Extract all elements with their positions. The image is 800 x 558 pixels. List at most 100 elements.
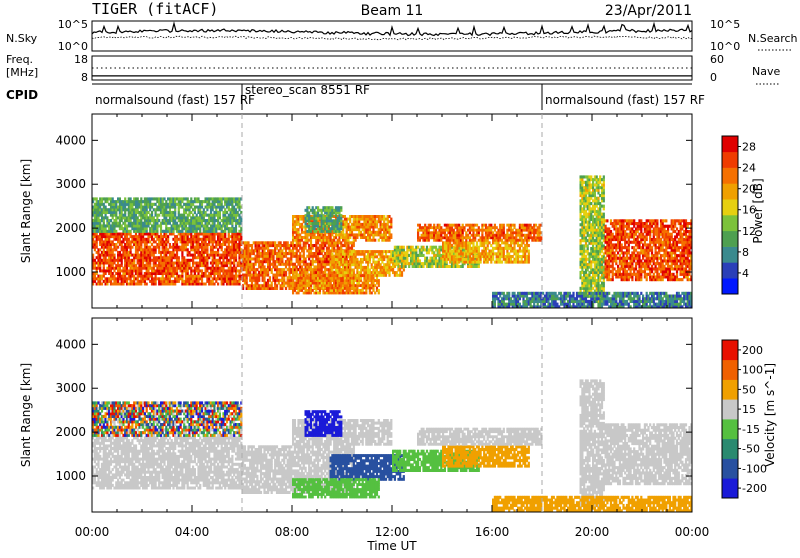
scatter-cell — [221, 200, 223, 203]
scatter-cell — [212, 280, 214, 283]
scatter-cell — [203, 216, 205, 219]
scatter-cell — [221, 248, 223, 251]
scatter-cell — [374, 292, 376, 295]
scatter-cell — [235, 216, 237, 219]
scatter-cell — [153, 238, 155, 241]
scatter-cell — [124, 206, 126, 209]
scatter-cell — [113, 275, 115, 278]
scatter-cell — [346, 253, 348, 256]
scatter-cell — [149, 256, 151, 259]
scatter-cell — [105, 214, 107, 217]
scatter-cell — [378, 279, 380, 282]
cpid-segment-label: normalsound (fast) 157 RF — [545, 93, 705, 107]
scatter-cell — [381, 253, 383, 256]
scatter-cell — [363, 253, 365, 256]
scatter-cell — [121, 262, 123, 265]
scatter-cell — [503, 250, 505, 253]
scatter-cell — [283, 268, 285, 271]
scatter-cell — [130, 277, 132, 280]
scatter-cell — [306, 274, 308, 277]
scatter-cell — [417, 231, 419, 234]
scatter-cell — [376, 255, 378, 258]
scatter-cell — [460, 250, 462, 253]
scatter-cell — [106, 283, 108, 286]
scatter-cell — [188, 262, 190, 265]
scatter-cell — [422, 265, 424, 268]
scatter-cell — [217, 251, 219, 254]
scatter-cell — [340, 241, 342, 244]
scatter-cell — [238, 272, 240, 275]
scatter-cell — [221, 246, 223, 249]
scatter-cell — [251, 282, 253, 285]
scatter-cell — [181, 254, 183, 257]
scatter-cell — [140, 203, 142, 206]
scatter-cell — [121, 211, 123, 214]
scatter-cell — [147, 211, 149, 214]
scatter-cell — [208, 256, 210, 259]
scatter-cell — [176, 272, 178, 275]
scatter-cell — [390, 220, 392, 223]
scatter-cell — [388, 263, 390, 266]
scatter-cell — [310, 249, 312, 252]
scatter-cell — [372, 228, 374, 231]
scatter-cell — [149, 200, 151, 203]
scatter-cell — [174, 219, 176, 222]
scatter-cell — [137, 251, 139, 254]
scatter-cell — [130, 230, 132, 233]
scatter-cell — [217, 219, 219, 222]
scatter-cell — [292, 241, 294, 244]
scatter-cell — [212, 243, 214, 246]
scatter-cell — [369, 228, 371, 231]
scatter-cell — [155, 248, 157, 251]
scatter-cell — [201, 206, 203, 209]
scatter-cell — [219, 214, 221, 217]
scatter-cell — [465, 255, 467, 258]
scatter-cell — [165, 216, 167, 219]
scatter-cell — [274, 241, 276, 244]
scatter-cell — [355, 255, 357, 258]
scatter-cell — [333, 239, 335, 242]
scatter-cell — [465, 258, 467, 261]
scatter-cell — [388, 274, 390, 277]
scatter-cell — [113, 269, 115, 272]
scatter-cell — [526, 241, 528, 244]
scatter-cell — [235, 277, 237, 280]
scatter-cell — [105, 256, 107, 259]
scatter-cell — [456, 247, 458, 250]
scatter-cell — [401, 254, 403, 257]
scatter-cell — [274, 249, 276, 252]
scatter-cell — [165, 200, 167, 203]
scatter-cell — [388, 215, 390, 218]
scatter-cell — [176, 222, 178, 225]
scatter-cell — [301, 223, 303, 226]
freq-right-tick-top: 60 — [710, 53, 724, 66]
scatter-cell — [321, 252, 323, 255]
scatter-cell — [119, 267, 121, 270]
scatter-cell — [346, 231, 348, 234]
scatter-cell — [181, 275, 183, 278]
scatter-cell — [285, 265, 287, 268]
scatter-cell — [103, 222, 105, 225]
scatter-cell — [517, 252, 519, 255]
scatter-cell — [240, 219, 242, 222]
scatter-cell — [197, 280, 199, 283]
scatter-cell — [351, 274, 353, 277]
scatter-cell — [292, 249, 294, 252]
scatter-cell — [155, 240, 157, 243]
scatter-cell — [238, 224, 240, 227]
scatter-cell — [317, 274, 319, 277]
scatter-cell — [406, 257, 408, 260]
scatter-cell — [174, 200, 176, 203]
scatter-cell — [376, 274, 378, 277]
scatter-cell — [324, 233, 326, 236]
scatter-cell — [372, 236, 374, 239]
scatter-cell — [492, 255, 494, 258]
scatter-cell — [121, 264, 123, 267]
scatter-cell — [476, 244, 478, 247]
scatter-cell — [276, 287, 278, 290]
scatter-cell — [310, 239, 312, 242]
scatter-cell — [472, 241, 474, 244]
scatter-cell — [213, 256, 215, 259]
scatter-cell — [519, 247, 521, 250]
